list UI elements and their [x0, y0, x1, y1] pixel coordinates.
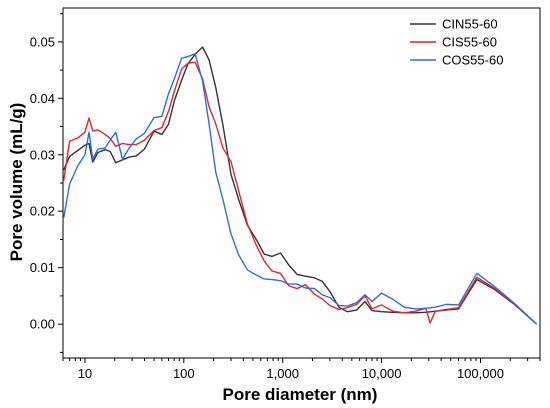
y-axis-ticks: 0.00 0.01 0.02 0.03 0.04 0.05 — [30, 13, 63, 353]
x-axis-title: Pore diameter (nm) — [223, 385, 378, 404]
x-tick-label: 1,000 — [266, 366, 299, 381]
legend: CIN55-60 CIS55-60 COS55-60 — [410, 17, 503, 68]
y-tick-label: 0.00 — [30, 317, 55, 332]
legend-label: COS55-60 — [442, 53, 503, 68]
series-line-cos55-60 — [63, 53, 538, 325]
x-tick-label: 100,000 — [457, 366, 504, 381]
x-tick-label: 10 — [78, 366, 92, 381]
series-line-cis55-60 — [63, 61, 538, 325]
legend-label: CIN55-60 — [442, 17, 498, 32]
legend-label: CIS55-60 — [442, 35, 497, 50]
y-tick-label: 0.03 — [30, 147, 55, 162]
series-line-cin55-60 — [63, 46, 538, 325]
y-tick-label: 0.05 — [30, 34, 55, 49]
y-tick-label: 0.04 — [30, 91, 55, 106]
series-lines — [63, 46, 538, 325]
y-axis-title: Pore volume (mL/g) — [7, 103, 26, 262]
x-axis-ticks: 10 100 1,000 10,000 100,000 — [62, 358, 541, 381]
x-tick-label: 100 — [173, 366, 195, 381]
x-tick-label: 10,000 — [362, 366, 402, 381]
y-tick-label: 0.02 — [30, 204, 55, 219]
y-tick-label: 0.01 — [30, 260, 55, 275]
